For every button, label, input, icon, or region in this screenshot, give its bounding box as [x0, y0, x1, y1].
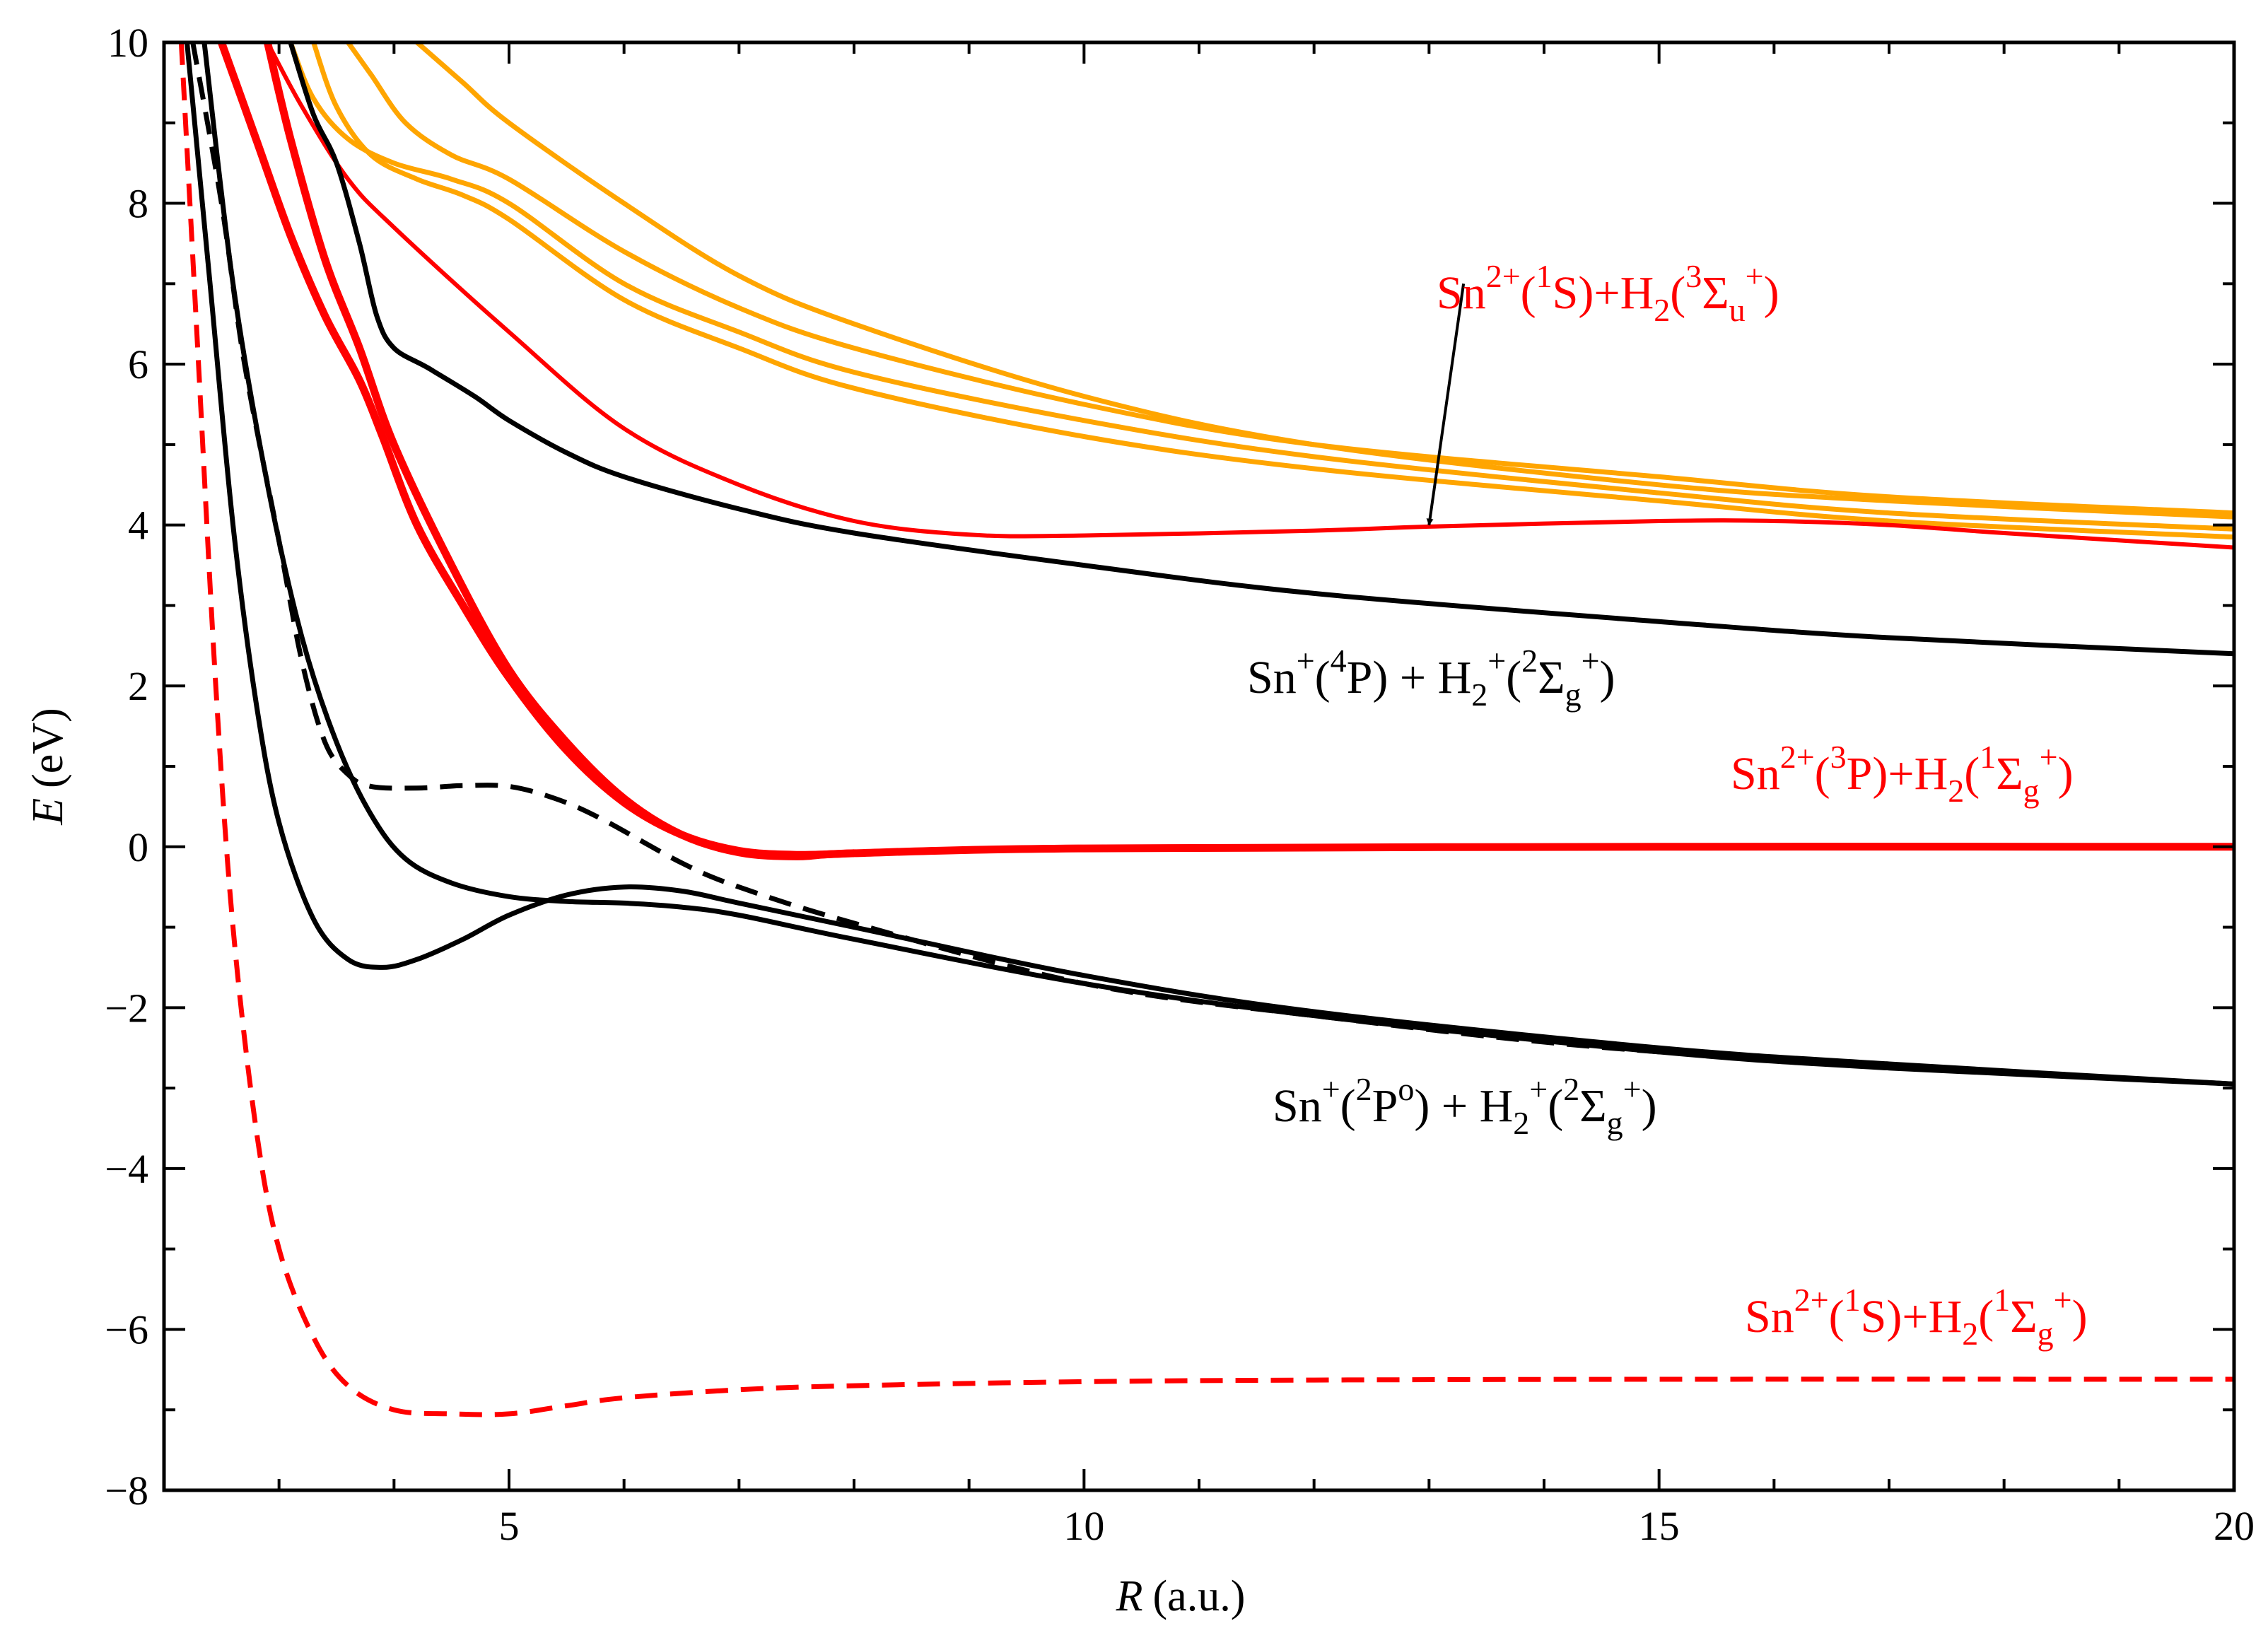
x-axis-symbol: R	[1116, 1572, 1143, 1620]
annotation-sn2p-3p-h2-1sigg: Sn2+(3P)+H2(1Σg+)	[1731, 739, 2074, 809]
y-tick-label: 4	[128, 503, 148, 549]
y-tick-label: 8	[128, 181, 148, 227]
y-axis-unit: (eV)	[24, 708, 72, 788]
plot-frame	[162, 40, 2236, 1492]
y-axis-symbol: E	[24, 798, 72, 826]
series-line-black-2	[201, 42, 2234, 1087]
x-tick-label: 5	[499, 1503, 520, 1549]
x-axis-unit: (a.u.)	[1153, 1572, 1246, 1620]
series-line-red-thin-triplet	[265, 42, 2234, 550]
annotation-snp-4p-h2p-2sigg: Sn+(4P) + H2+(2Σg+)	[1247, 643, 1615, 713]
series-line-black-dashed	[190, 42, 2234, 1087]
y-tick-label: 6	[128, 341, 148, 387]
series-layer	[178, 42, 2234, 1417]
tick-layer: 5 10 15 20 −8 −6 −4 −2 0 2 4 6 8 10	[105, 20, 2255, 1549]
x-tick-label: 15	[1639, 1503, 1680, 1549]
y-tick-label: 2	[128, 663, 148, 709]
series-line-black-upper	[288, 42, 2234, 657]
series-line-orange-3	[346, 42, 2234, 516]
y-tick-label: 10	[107, 20, 148, 66]
y-tick-label: −2	[105, 985, 148, 1031]
series-line-red-thick-b	[218, 42, 855, 859]
annotation-arrow	[1426, 283, 1466, 526]
series-line-red-dashed-ground	[178, 42, 2234, 1417]
series-line-black-1	[185, 42, 2234, 1087]
y-tick-label: −8	[105, 1468, 148, 1514]
series-line-orange-2	[288, 42, 2234, 532]
x-axis-title: R (a.u.)	[1116, 1572, 1246, 1620]
y-tick-label: −4	[105, 1146, 148, 1192]
y-axis-title: E (eV)	[24, 708, 72, 825]
annotation-sn2p-1s-h2-3sigu: Sn2+(1S)+H2(3Σu+)	[1437, 258, 1779, 328]
annotation-snp-2po-h2p-2sigg: Sn+(2Po) + H2+(2Σg+)	[1273, 1071, 1657, 1141]
series-line-orange-1	[311, 42, 2234, 540]
annotation-sn2p-1s-h2-1sigg: Sn2+(1S)+H2(1Σg+)	[1745, 1282, 2088, 1352]
y-tick-label: 0	[128, 824, 148, 870]
x-tick-label: 20	[2214, 1503, 2255, 1549]
series-line-orange-4	[415, 42, 2234, 520]
y-tick-label: −6	[105, 1306, 148, 1352]
x-tick-label: 10	[1063, 1503, 1104, 1549]
